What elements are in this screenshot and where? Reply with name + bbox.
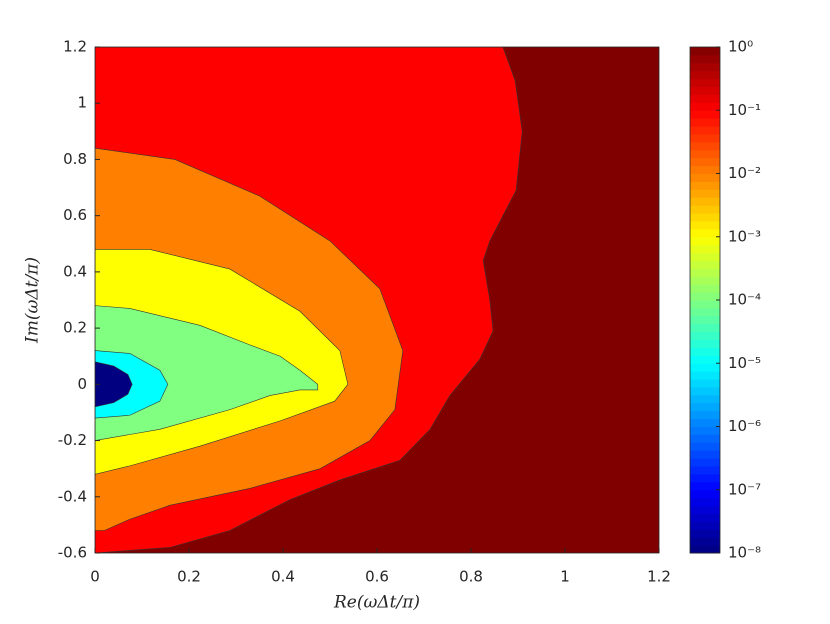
colorbar-swatch xyxy=(690,205,720,214)
colorbar-swatch xyxy=(690,513,720,522)
colorbar-swatch xyxy=(690,489,720,499)
y-tick-label: 0.4 xyxy=(63,262,87,280)
y-tick-label: 0 xyxy=(77,375,87,393)
x-tick-label: 0 xyxy=(90,568,100,586)
colorbar-swatch xyxy=(690,418,720,427)
colorbar-swatch xyxy=(690,110,720,119)
colorbar-swatch xyxy=(690,189,720,198)
colorbar-swatch xyxy=(690,252,720,261)
colorbar-swatch xyxy=(690,47,720,56)
colorbar-swatch xyxy=(690,394,720,404)
colorbar-swatch xyxy=(690,323,720,333)
colorbar-swatch xyxy=(690,78,720,88)
y-tick-label: 1 xyxy=(77,94,87,112)
colorbar-swatch xyxy=(690,149,720,159)
colorbar-swatch xyxy=(690,228,720,238)
colorbar-tick-label: 10⁻⁴ xyxy=(728,291,761,309)
colorbar-swatch xyxy=(690,426,720,435)
colorbar-swatch xyxy=(690,244,720,254)
colorbar-swatch xyxy=(690,458,720,467)
colorbar-swatch xyxy=(690,355,720,364)
colorbar-swatch xyxy=(690,363,720,372)
colorbar-swatch xyxy=(690,300,720,309)
y-tick-label: -0.6 xyxy=(58,544,87,562)
colorbar-swatch xyxy=(690,141,720,151)
colorbar-swatch xyxy=(690,473,720,483)
y-tick-label: -0.2 xyxy=(58,431,87,449)
colorbar-swatch xyxy=(690,133,720,143)
axes: 0 0.2 0.4 0.6 0.8 1 1.2 -0.6 -0.4 -0.2 0 0.2 0.4 0.6 0… xyxy=(58,38,761,586)
colorbar-swatch xyxy=(690,379,720,388)
colorbar-tick-label: 10⁻¹ xyxy=(728,101,761,119)
colorbar-swatch xyxy=(690,213,720,222)
colorbar-swatch xyxy=(690,292,720,301)
colorbar-swatch xyxy=(690,118,720,127)
colorbar-tick-label: 10⁻² xyxy=(728,164,761,182)
colorbar-swatch xyxy=(690,126,720,135)
x-tick-label: 0.6 xyxy=(365,568,389,586)
x-tick-label: 0.8 xyxy=(459,568,483,586)
colorbar-swatch xyxy=(690,94,720,103)
colorbar-swatch xyxy=(690,410,720,420)
colorbar-swatch xyxy=(690,442,720,451)
colorbar-swatch xyxy=(690,102,720,111)
colorbar-swatch xyxy=(690,402,720,412)
colorbar-swatch xyxy=(690,173,720,182)
x-tick-label: 1 xyxy=(560,568,570,586)
colorbar-swatch xyxy=(690,54,720,64)
colorbar-swatch xyxy=(690,62,720,72)
colorbar-tick-label: 10⁻⁶ xyxy=(728,417,761,435)
colorbar-swatch xyxy=(690,260,720,269)
colorbar-swatch xyxy=(690,157,720,167)
y-tick-label: -0.4 xyxy=(58,487,87,505)
colorbar-swatch xyxy=(690,497,720,507)
y-axis-label: Im(ωΔt/π) xyxy=(23,257,43,344)
colorbar-swatch xyxy=(690,481,720,491)
colorbar-swatch xyxy=(690,545,720,554)
colorbar-swatch xyxy=(690,331,720,341)
colorbar-swatch xyxy=(690,284,720,293)
colorbar-swatch xyxy=(690,220,720,230)
colorbar-swatch xyxy=(690,70,720,80)
y-tick-label: 0.6 xyxy=(63,206,87,224)
x-tick-label: 0.4 xyxy=(271,568,295,586)
colorbar-swatch xyxy=(690,466,720,475)
colorbar-swatch xyxy=(690,505,720,514)
contour-region xyxy=(95,305,319,441)
colorbar-tick-label: 10⁰ xyxy=(728,38,753,56)
x-tick-label: 0.2 xyxy=(177,568,201,586)
colorbar-swatch xyxy=(690,165,720,174)
colorbar-swatch xyxy=(690,181,720,190)
colorbar-swatch xyxy=(690,307,720,317)
colorbar-tick-label: 10⁻⁷ xyxy=(728,480,761,498)
colorbar-swatch xyxy=(690,537,720,546)
colorbar-swatch xyxy=(690,197,720,206)
colorbar-swatch xyxy=(690,386,720,396)
colorbar-swatch xyxy=(690,371,720,380)
colorbar-tick-label: 10⁻⁸ xyxy=(728,544,761,562)
colorbar-swatch xyxy=(690,434,720,443)
colorbar-swatch xyxy=(690,236,720,246)
contour-regions xyxy=(95,47,659,553)
x-axis-label: Re(ωΔt/π) xyxy=(333,593,420,613)
colorbar-swatch xyxy=(690,521,720,530)
y-tick-label: 1.2 xyxy=(63,38,87,56)
y-tick-label: 0.2 xyxy=(63,319,87,337)
colorbar-swatch xyxy=(690,347,720,356)
x-tick-label: 1.2 xyxy=(647,568,671,586)
contour-region xyxy=(95,361,133,408)
colorbar-swatch xyxy=(690,339,720,348)
colorbar-swatch xyxy=(690,276,720,285)
colorbar-swatch xyxy=(690,268,720,277)
colorbar-tick-label: 10⁻⁵ xyxy=(728,354,761,372)
colorbar-swatch xyxy=(690,450,720,459)
colorbar-swatch xyxy=(690,86,720,95)
colorbar-swatch xyxy=(690,315,720,325)
colorbar-swatch xyxy=(690,529,720,538)
y-tick-label: 0.8 xyxy=(63,150,87,168)
colorbar-tick-label: 10⁻³ xyxy=(728,227,761,245)
